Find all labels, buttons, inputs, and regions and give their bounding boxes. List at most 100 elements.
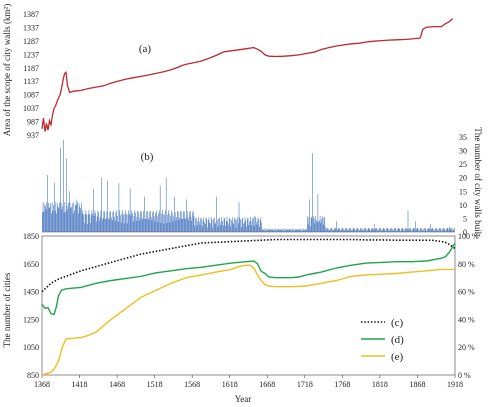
panel-b-bar: [298, 229, 300, 232]
panel-b-bar: [169, 222, 171, 232]
panel-b-bar: [292, 228, 293, 232]
panel-b-bar: [453, 229, 455, 232]
panel-b-bar: [164, 214, 165, 232]
panel-b-bar: [81, 202, 82, 232]
panel-b-bar: [283, 230, 284, 232]
panel-b-bar: [337, 229, 338, 232]
panel-b-bar: [136, 216, 138, 232]
panel-b-bar: [397, 228, 399, 232]
panel-b-bar: [144, 196, 145, 232]
panel-b-bar: [141, 219, 143, 232]
panel-b-bar: [396, 231, 398, 232]
panel-b-bar: [445, 229, 447, 232]
panel-b-bar: [421, 229, 423, 232]
panel-b-bar: [50, 203, 51, 232]
x-tick-label: 1568: [184, 380, 200, 389]
panel-b-bar: [87, 214, 89, 232]
panel-a-y-tick: 1187: [23, 64, 39, 73]
panel-b-bar: [86, 214, 87, 232]
x-tick-label: 1618: [222, 380, 238, 389]
panel-b-bar: [380, 229, 382, 232]
cde-left-tick: 1250: [23, 315, 39, 324]
panel-b-bar: [431, 228, 433, 232]
panel-b-bar: [306, 229, 307, 232]
panel-b-bar: [310, 217, 312, 232]
panel-b-bar: [454, 228, 455, 232]
panel-b-bar: [82, 210, 84, 232]
cde-left-tick: 1850: [23, 232, 39, 241]
panel-b-bar: [240, 219, 241, 232]
panel-b-bar: [349, 227, 351, 232]
panel-b-bar: [195, 218, 196, 232]
panel-b-bar: [237, 217, 238, 232]
panel-b-bar: [173, 216, 175, 232]
panel-b-bar: [220, 221, 222, 232]
panel-b-bar: [400, 231, 401, 232]
panel-b-y-tick: 15: [459, 187, 467, 196]
panel-b-bar: [414, 229, 416, 232]
panel-b-bar: [400, 229, 402, 232]
panel-b-bar: [424, 228, 426, 232]
panel-b-bar: [74, 210, 75, 232]
panel-b-bar: [228, 224, 229, 232]
panel-b-bar: [51, 213, 52, 232]
panel-b-bar: [149, 211, 150, 232]
panel-b-bar: [258, 218, 259, 232]
panel-b-bar: [171, 212, 173, 232]
panel-b-bar: [370, 230, 371, 232]
panel-b-bar: [340, 229, 342, 232]
panel-b-bar: [255, 217, 256, 232]
panel-b-bar: [393, 229, 395, 232]
panel-b-bar: [390, 228, 392, 232]
panel-b-bar: [131, 210, 132, 232]
panel-b-bar: [219, 217, 220, 232]
panel-b-bar: [334, 228, 335, 232]
panel-b-bar: [426, 231, 428, 232]
panel-b-bar: [394, 228, 395, 232]
panel-b-bar: [264, 228, 265, 232]
panel-b-bar: [307, 216, 308, 232]
panel-b-bar: [65, 211, 66, 232]
panel-b-bar: [234, 219, 236, 232]
panel-b-bar: [301, 228, 303, 232]
panel-b-bar: [229, 218, 231, 232]
panel-cde-right-ticks: 0 % 20 % 40 % 60 % 80 % 100 %: [458, 232, 479, 380]
panel-b-bar: [66, 205, 68, 232]
panel-b-bar: [43, 211, 45, 232]
panel-b-bar: [417, 228, 419, 232]
panel-b-bar: [174, 212, 176, 232]
panel-b-bar: [372, 228, 373, 232]
panel-b-bar: [88, 210, 90, 232]
panel-b-bar: [84, 213, 86, 232]
panel-b-bar: [449, 229, 451, 232]
panel-b-bar: [207, 219, 209, 232]
panel-a-y-tick: 1087: [23, 91, 39, 100]
panel-b-bar: [233, 223, 235, 232]
panel-b-bar: [42, 202, 44, 232]
panel-b-bar: [362, 230, 364, 232]
panel-b-bar: [132, 221, 134, 232]
panel-b-bar: [371, 228, 373, 232]
panel-b-bar: [210, 223, 211, 232]
panel-b-bar: [427, 228, 429, 232]
x-axis-label: Year: [235, 394, 252, 404]
panel-b-bar: [201, 226, 203, 232]
panel-b-ylabel: The number of city walls built: [473, 127, 483, 237]
panel-b-bar: [323, 217, 325, 232]
panel-b-bar: [117, 216, 118, 232]
panel-b-bar: [433, 229, 434, 232]
panel-b-bar: [277, 229, 279, 232]
panel-b-bar: [381, 230, 383, 232]
panel-b-bar: [273, 230, 274, 232]
panel-b-bar: [124, 214, 126, 232]
panel-b-bar: [405, 228, 407, 232]
panel-b-bar: [263, 230, 265, 232]
panel-b-bar: [250, 221, 252, 232]
panel-a-y-tick: 1037: [23, 104, 39, 113]
panel-b-bar: [286, 230, 287, 232]
panel-b-bar: [153, 210, 154, 232]
panel-b-bar: [138, 212, 139, 232]
panel-b-bar: [174, 196, 175, 232]
panel-b-bar: [48, 207, 50, 232]
panel-b-bar: [189, 212, 190, 232]
